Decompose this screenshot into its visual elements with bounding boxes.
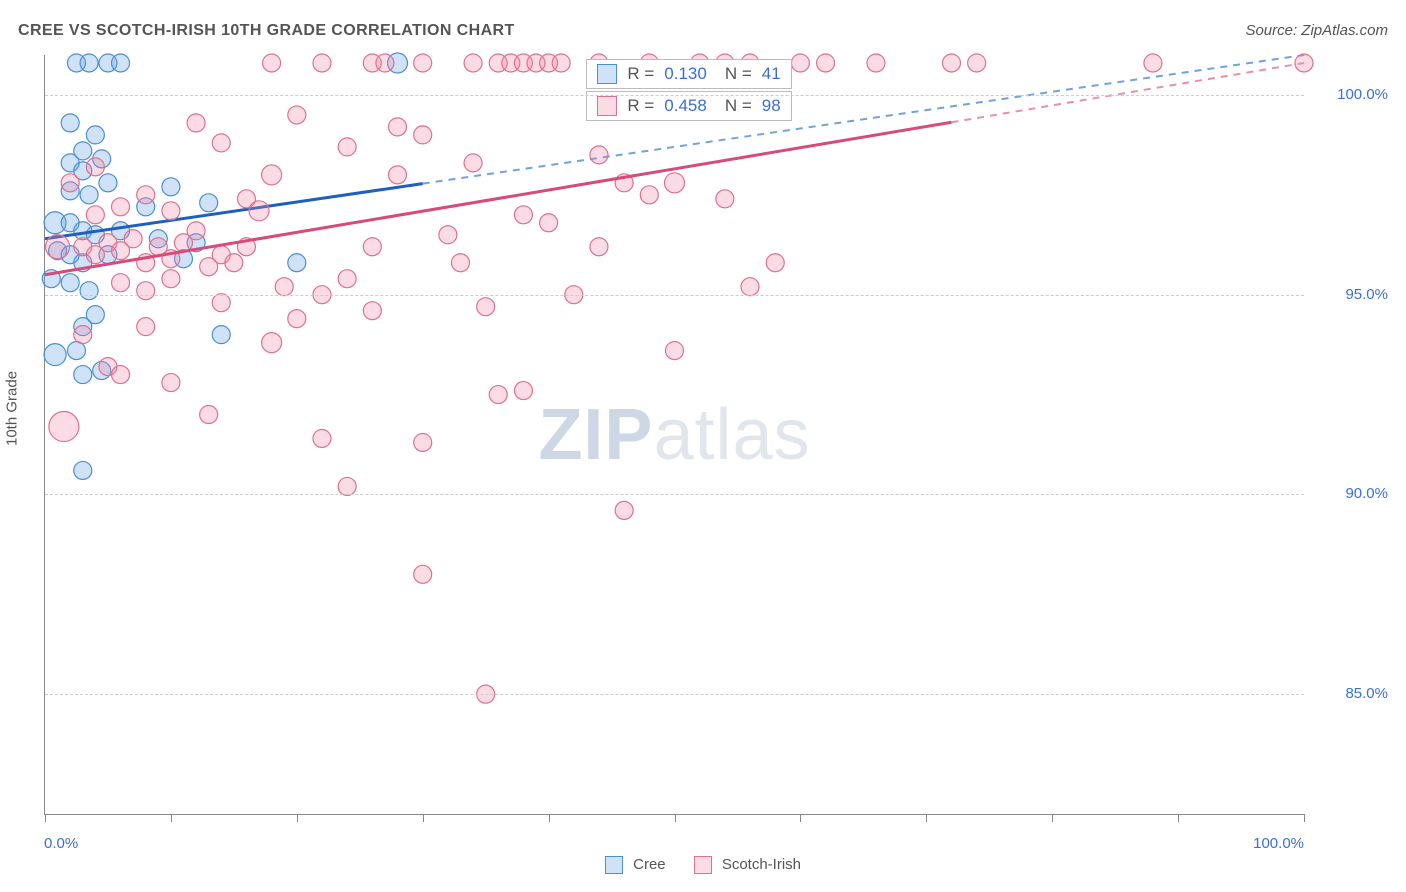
gridline bbox=[45, 295, 1304, 296]
x-tick bbox=[1304, 814, 1305, 822]
stat-n-label: N = bbox=[725, 64, 752, 84]
y-tick-label: 100.0% bbox=[1318, 86, 1388, 103]
x-tick bbox=[800, 814, 801, 822]
x-axis-min-label: 0.0% bbox=[44, 835, 78, 852]
plot-area: ZIPatlas R = 0.130 N = 41 R = 0.458 N = … bbox=[44, 55, 1304, 815]
legend-swatch-cree bbox=[605, 856, 623, 874]
x-tick bbox=[675, 814, 676, 822]
x-tick bbox=[549, 814, 550, 822]
x-tick bbox=[423, 814, 424, 822]
stat-r-value-scotch-irish: 0.458 bbox=[664, 96, 707, 116]
y-tick-label: 90.0% bbox=[1318, 485, 1388, 502]
legend-swatch-scotch-irish bbox=[694, 856, 712, 874]
stat-n-value-scotch-irish: 98 bbox=[762, 96, 781, 116]
x-tick bbox=[926, 814, 927, 822]
stat-r-value-cree: 0.130 bbox=[664, 64, 707, 84]
stat-r-label: R = bbox=[627, 96, 654, 116]
x-tick bbox=[1052, 814, 1053, 822]
chart-title: CREE VS SCOTCH-IRISH 10TH GRADE CORRELAT… bbox=[18, 22, 515, 40]
x-tick bbox=[171, 814, 172, 822]
x-tick bbox=[297, 814, 298, 822]
y-tick-label: 95.0% bbox=[1318, 286, 1388, 303]
gridline bbox=[45, 494, 1304, 495]
x-tick bbox=[45, 814, 46, 822]
stat-r-label: R = bbox=[627, 64, 654, 84]
chart-svg bbox=[45, 55, 1304, 814]
legend-item-cree: Cree bbox=[605, 856, 666, 874]
legend-label-scotch-irish: Scotch-Irish bbox=[722, 856, 801, 873]
source-label: Source: ZipAtlas.com bbox=[1245, 22, 1388, 39]
y-axis-title: 10th Grade bbox=[4, 371, 21, 446]
x-tick bbox=[1178, 814, 1179, 822]
legend-label-cree: Cree bbox=[633, 856, 666, 873]
x-axis-max-label: 100.0% bbox=[1253, 835, 1304, 852]
stat-swatch-scotch-irish bbox=[597, 96, 617, 116]
stat-box-cree: R = 0.130 N = 41 bbox=[586, 59, 791, 89]
y-tick-label: 85.0% bbox=[1318, 685, 1388, 702]
stat-n-label: N = bbox=[725, 96, 752, 116]
gridline bbox=[45, 95, 1304, 96]
stat-swatch-cree bbox=[597, 64, 617, 84]
legend: Cree Scotch-Irish bbox=[605, 856, 801, 874]
stat-n-value-cree: 41 bbox=[762, 64, 781, 84]
legend-item-scotch-irish: Scotch-Irish bbox=[694, 856, 801, 874]
gridline bbox=[45, 694, 1304, 695]
